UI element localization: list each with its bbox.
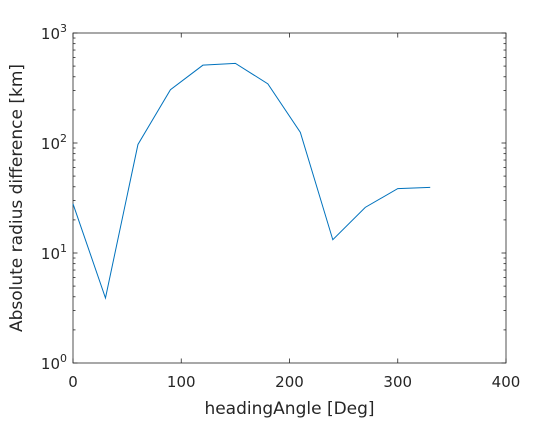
series-line	[72, 62, 431, 300]
x-axis-label: headingAngle [Deg]	[204, 399, 374, 419]
y-tick-label: 100	[41, 352, 67, 373]
y-tick-labels: 100 101 102 103	[41, 22, 67, 373]
y-axis-label: Absolute radius difference [km]	[7, 64, 27, 332]
minor-ticks	[73, 37, 506, 331]
y-tick-label: 101	[41, 242, 67, 263]
x-tick-label: 100	[167, 373, 196, 391]
y-tick-label: 102	[41, 132, 67, 153]
x-tick-label: 300	[383, 373, 412, 391]
x-tick-label: 0	[68, 373, 78, 391]
y-tick-label: 103	[41, 22, 67, 43]
x-tick-labels: 0 100 200 300 400	[68, 373, 520, 391]
x-tick-label: 400	[492, 373, 521, 391]
major-ticks	[72, 32, 507, 364]
plot-area	[72, 32, 507, 364]
x-tick-label: 200	[275, 373, 304, 391]
